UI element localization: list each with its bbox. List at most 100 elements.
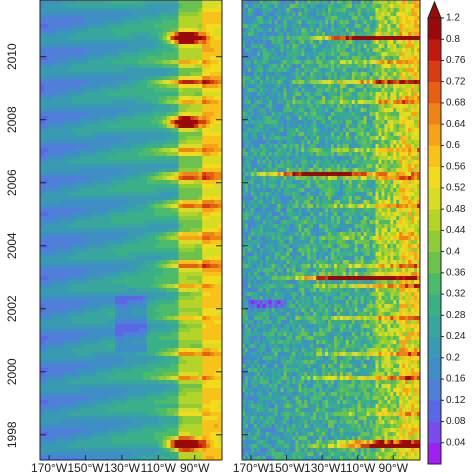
heatmap-cell bbox=[95, 416, 100, 421]
heatmap-cell bbox=[174, 388, 179, 393]
heatmap-cell bbox=[47, 404, 53, 409]
heatmap-cell bbox=[202, 168, 207, 173]
heatmap-cell bbox=[162, 348, 168, 353]
heatmap-cell bbox=[83, 236, 88, 241]
heatmap-cell bbox=[111, 212, 116, 217]
heatmap-cell bbox=[111, 76, 116, 81]
heatmap-cell bbox=[218, 164, 222, 169]
heatmap-cell bbox=[43, 76, 49, 81]
heatmap-cell bbox=[63, 44, 69, 49]
heatmap-cell bbox=[214, 228, 219, 233]
heatmap-cell bbox=[206, 376, 211, 381]
heatmap-cell bbox=[166, 192, 171, 197]
heatmap-cell bbox=[202, 52, 207, 57]
heatmap-cell bbox=[123, 344, 128, 349]
heatmap-cell bbox=[202, 288, 207, 293]
heatmap-cell bbox=[146, 192, 152, 197]
heatmap-cell bbox=[40, 60, 45, 65]
heatmap-cell bbox=[174, 8, 179, 13]
heatmap-cell bbox=[146, 396, 152, 401]
heatmap-cell bbox=[166, 156, 171, 161]
heatmap-cell bbox=[210, 180, 215, 185]
heatmap-cell bbox=[67, 136, 73, 141]
heatmap-cell bbox=[174, 264, 179, 269]
heatmap-cell bbox=[186, 128, 191, 133]
heatmap-cell bbox=[154, 60, 160, 65]
heatmap-cell bbox=[214, 8, 219, 13]
heatmap-cell bbox=[174, 288, 179, 293]
heatmap-cell bbox=[115, 120, 120, 125]
heatmap-cell bbox=[158, 24, 164, 29]
heatmap-cell bbox=[75, 400, 80, 405]
heatmap-cell bbox=[158, 80, 164, 85]
heatmap-cell bbox=[123, 244, 128, 249]
heatmap-cell bbox=[51, 164, 57, 169]
heatmap-cell bbox=[71, 312, 77, 317]
heatmap-cell bbox=[55, 132, 61, 137]
heatmap-cell bbox=[99, 252, 104, 257]
heatmap-cell bbox=[158, 328, 164, 333]
heatmap-cell bbox=[95, 156, 100, 161]
heatmap-cell bbox=[150, 292, 156, 297]
heatmap-cell bbox=[87, 128, 92, 133]
heatmap-cell bbox=[103, 84, 108, 89]
heatmap-cell bbox=[79, 368, 84, 373]
heatmap-cell bbox=[63, 156, 69, 161]
heatmap-cell bbox=[87, 372, 92, 377]
heatmap-cell bbox=[47, 16, 53, 21]
heatmap-cell bbox=[162, 192, 168, 197]
heatmap-cell bbox=[99, 332, 104, 337]
heatmap-cell bbox=[146, 120, 152, 125]
heatmap-cell bbox=[119, 220, 124, 225]
heatmap-cell bbox=[190, 368, 195, 373]
heatmap-cell bbox=[115, 108, 120, 113]
heatmap-cell bbox=[166, 216, 171, 221]
heatmap-cell bbox=[99, 380, 104, 385]
heatmap-cell bbox=[142, 188, 148, 193]
heatmap-cell bbox=[182, 192, 187, 197]
heatmap-cell bbox=[43, 364, 49, 369]
heatmap-cell bbox=[71, 276, 77, 281]
heatmap-cell bbox=[146, 176, 152, 181]
heatmap-cell bbox=[198, 192, 203, 197]
heatmap-cell bbox=[162, 236, 168, 241]
heatmap-cell bbox=[103, 180, 108, 185]
heatmap-cell bbox=[162, 400, 168, 405]
heatmap-cell bbox=[67, 84, 73, 89]
heatmap-cell bbox=[55, 312, 61, 317]
heatmap-cell bbox=[214, 260, 219, 265]
heatmap-cell bbox=[194, 20, 199, 25]
heatmap-cell bbox=[146, 164, 152, 169]
heatmap-cell bbox=[67, 36, 73, 41]
heatmap-cell bbox=[170, 380, 175, 385]
heatmap-cell bbox=[158, 132, 164, 137]
heatmap-cell bbox=[182, 164, 187, 169]
heatmap-cell bbox=[131, 268, 136, 273]
heatmap-cell bbox=[186, 144, 191, 149]
heatmap-cell bbox=[198, 380, 203, 385]
heatmap-cell bbox=[55, 140, 61, 145]
heatmap-cell bbox=[190, 36, 195, 41]
heatmap-cell bbox=[43, 204, 49, 209]
heatmap-cell bbox=[47, 68, 53, 73]
heatmap-cell bbox=[127, 188, 132, 193]
heatmap-cell bbox=[206, 344, 211, 349]
heatmap-cell bbox=[71, 256, 77, 261]
heatmap-cell bbox=[214, 20, 219, 25]
heatmap-cell bbox=[162, 336, 168, 341]
heatmap-cell bbox=[198, 188, 203, 193]
heatmap-cell bbox=[166, 148, 171, 153]
heatmap-cell bbox=[95, 72, 100, 77]
heatmap-cell bbox=[111, 244, 116, 249]
heatmap-cell bbox=[87, 60, 92, 65]
heatmap-cell bbox=[127, 328, 132, 333]
heatmap-cell bbox=[170, 184, 175, 189]
heatmap-cell bbox=[194, 112, 199, 117]
heatmap-cell bbox=[111, 52, 116, 57]
heatmap-cell bbox=[107, 384, 112, 389]
heatmap-cell bbox=[182, 20, 187, 25]
heatmap-cell bbox=[63, 164, 69, 169]
heatmap-cell bbox=[47, 384, 53, 389]
heatmap-cell bbox=[190, 408, 195, 413]
heatmap-cell bbox=[162, 4, 168, 9]
